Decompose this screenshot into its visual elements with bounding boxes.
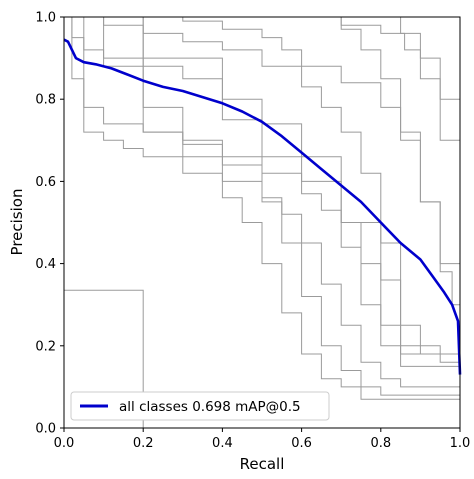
x-tick-label: 0.6	[291, 436, 312, 451]
class-curves	[64, 16, 461, 429]
legend-label: all classes 0.698 mAP@0.5	[119, 399, 301, 415]
x-tick-label: 0.2	[133, 436, 154, 451]
plot-frame	[63, 16, 461, 429]
y-tick-label: 1.0	[35, 11, 56, 26]
legend: all classes 0.698 mAP@0.5	[70, 391, 330, 421]
class-curve-6	[64, 16, 461, 223]
y-axis: 0.0 0.2 0.4 0.6 0.8 1.0	[35, 11, 64, 437]
class-curve-7	[64, 16, 460, 400]
y-tick-label: 0.8	[35, 93, 56, 108]
x-tick-label: 0.4	[212, 436, 233, 451]
class-curve-8	[64, 16, 460, 396]
y-tick-label: 0.0	[35, 422, 56, 437]
class-curve-11	[64, 16, 460, 355]
x-tick-label: 1.0	[450, 436, 471, 451]
legend-box	[70, 391, 330, 421]
main-series	[63, 38, 462, 375]
x-axis-label: Recall	[240, 455, 285, 473]
main-series-line	[63, 38, 462, 375]
x-tick-label: 0.0	[54, 436, 75, 451]
y-axis-label: Precision	[8, 189, 26, 256]
y-tick-label: 0.6	[35, 175, 56, 190]
y-tick-label: 0.4	[35, 257, 56, 272]
x-tick-label: 0.8	[370, 436, 391, 451]
y-tick-label: 0.2	[35, 339, 56, 354]
class-curve-9	[64, 16, 460, 388]
x-axis: 0.0 0.2 0.4 0.6 0.8 1.0	[54, 428, 471, 451]
